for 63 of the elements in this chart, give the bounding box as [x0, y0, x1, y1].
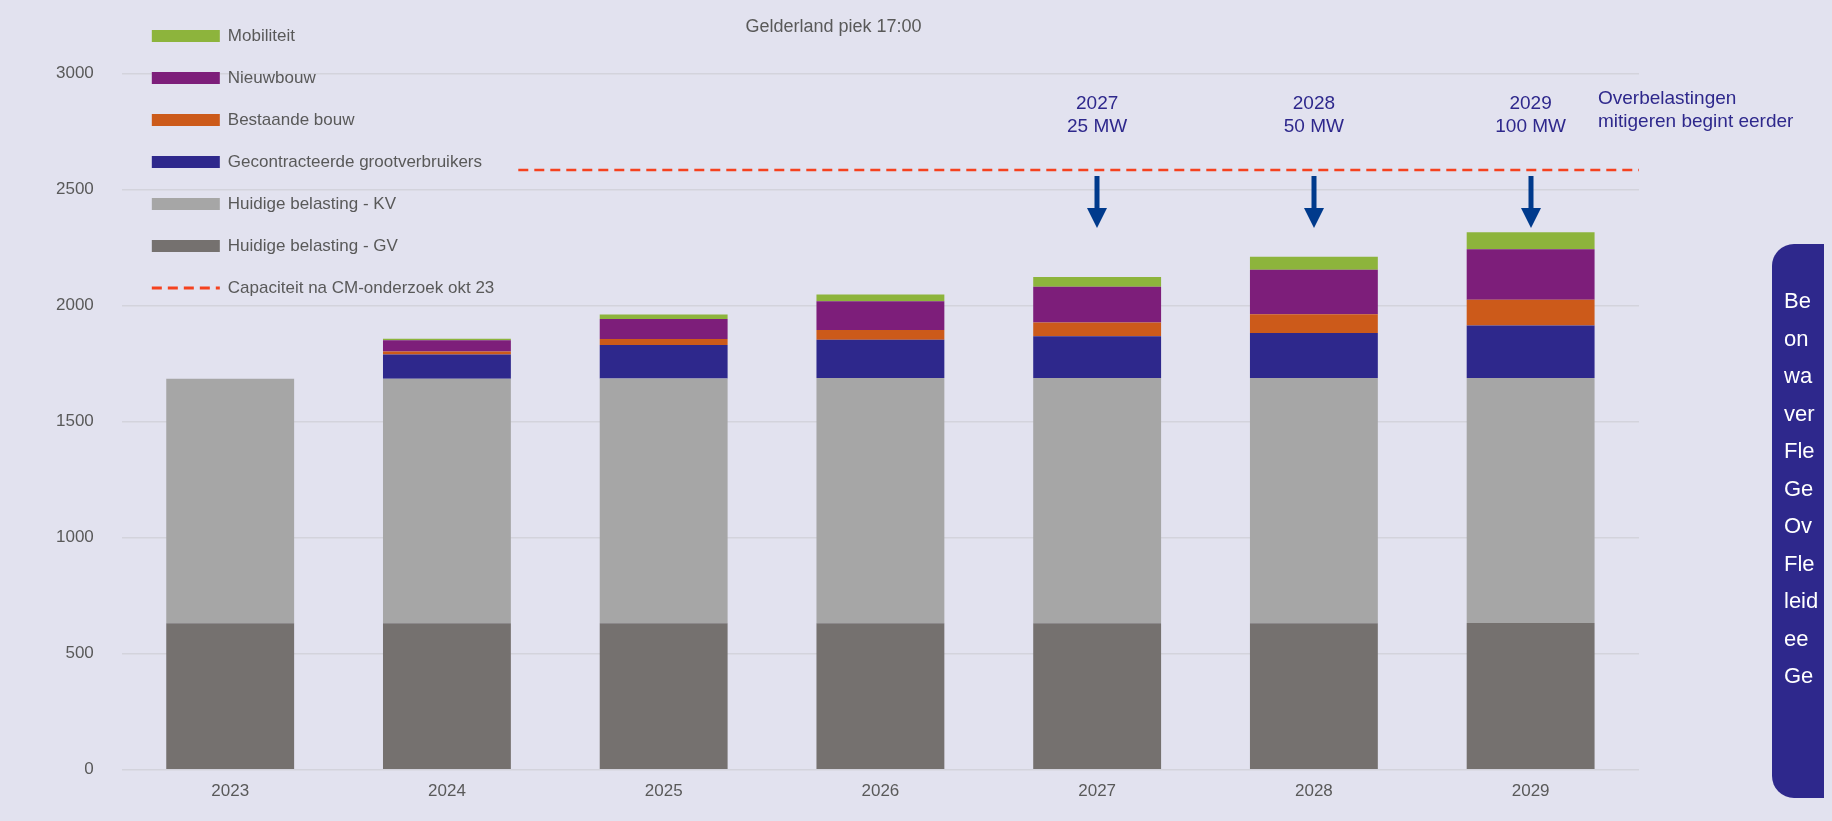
- y-tick-label: 2500: [55, 179, 94, 199]
- legend-label: Huidige belasting - GV: [227, 235, 399, 255]
- bar: [382, 354, 511, 379]
- bar: [1249, 256, 1378, 270]
- y-tick-label: 2000: [55, 295, 94, 315]
- bar: [816, 339, 945, 379]
- bar: [166, 623, 295, 770]
- bar: [1249, 333, 1378, 379]
- y-tick-label: 1500: [55, 411, 94, 431]
- bar: [1033, 322, 1162, 337]
- annotation: Overbelastingen mitigeren begint eerder: [1598, 86, 1794, 132]
- annotation: 2029 100 MW: [1495, 92, 1567, 137]
- bar: [1249, 314, 1378, 334]
- x-tick-label: 2027: [1078, 780, 1117, 800]
- bar: [1466, 299, 1595, 326]
- bar: [382, 623, 511, 770]
- bar: [1033, 276, 1162, 287]
- bar: [599, 318, 728, 340]
- bar: [382, 340, 511, 352]
- bar: [599, 378, 728, 624]
- y-tick-label: 500: [65, 643, 94, 663]
- bar: [166, 378, 295, 624]
- y-tick-label: 0: [84, 759, 94, 779]
- bar: [1466, 232, 1595, 250]
- legend-label: Huidige belasting - KV: [227, 193, 397, 213]
- bar: [382, 378, 511, 624]
- legend-label: Mobiliteit: [227, 25, 296, 45]
- bar: [599, 314, 728, 319]
- bar: [1033, 286, 1162, 323]
- bar: [1466, 378, 1595, 623]
- annotation: 2028 50 MW: [1283, 92, 1345, 137]
- bar: [816, 378, 945, 624]
- bar: [1466, 325, 1595, 379]
- x-tick-label: 2023: [211, 780, 250, 800]
- bar: [1033, 378, 1162, 624]
- x-tick-label: 2025: [644, 780, 683, 800]
- bar: [1466, 249, 1595, 300]
- bar: [1249, 269, 1378, 315]
- bar: [816, 330, 945, 340]
- x-tick-label: 2026: [861, 780, 900, 800]
- bar: [1249, 378, 1378, 624]
- bar: [1249, 623, 1378, 770]
- bar: [1033, 623, 1162, 770]
- chart-title: Gelderland piek 17:00: [745, 15, 922, 36]
- y-tick-label: 1000: [55, 527, 94, 547]
- bar: [382, 351, 511, 355]
- legend-label: Gecontracteerde grootverbruikers: [227, 151, 483, 171]
- bar: [1033, 336, 1162, 379]
- x-tick-label: 2029: [1511, 780, 1550, 800]
- bar: [599, 344, 728, 379]
- legend-label: Bestaande bouw: [227, 109, 356, 129]
- legend-label: Nieuwbouw: [227, 67, 317, 87]
- bar: [599, 339, 728, 345]
- bar: [1466, 622, 1595, 770]
- bar: [816, 301, 945, 331]
- legend-label: Capaciteit na CM-onderzoek okt 23: [227, 277, 495, 297]
- x-tick-label: 2028: [1294, 780, 1333, 800]
- bar: [599, 623, 728, 770]
- annotation: 2027 25 MW: [1067, 92, 1128, 137]
- bar: [816, 623, 945, 770]
- x-tick-label: 2024: [428, 780, 466, 800]
- text-card: Be on wa ver Fle Ge Ov Fle leid ee Ge: [1772, 244, 1824, 798]
- y-tick-label: 3000: [55, 63, 94, 83]
